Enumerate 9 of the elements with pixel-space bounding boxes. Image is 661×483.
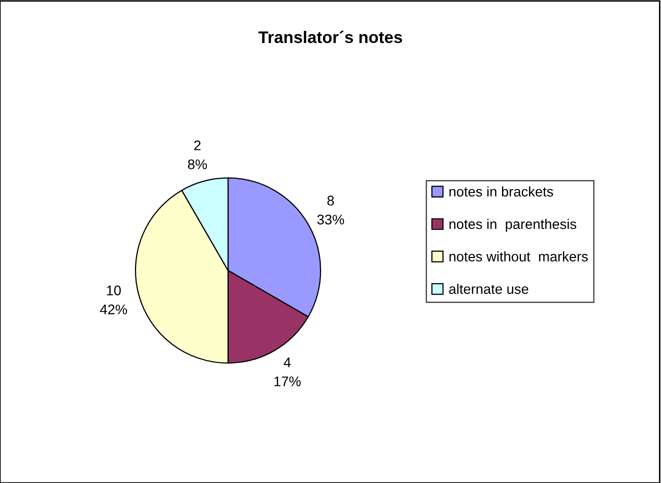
data-label: 8 33% [317,196,344,224]
legend-label: notes in brackets [449,186,554,197]
data-label: 10 42% [100,286,128,314]
data-label: 2 8% [188,140,207,170]
legend-label: alternate use [449,284,528,294]
legend-label: notes without markers [449,251,588,262]
chart-title: Translator´s notes [258,30,402,44]
legend-label: notes in parenthesis [449,218,576,232]
data-label: 4 17% [274,358,301,386]
